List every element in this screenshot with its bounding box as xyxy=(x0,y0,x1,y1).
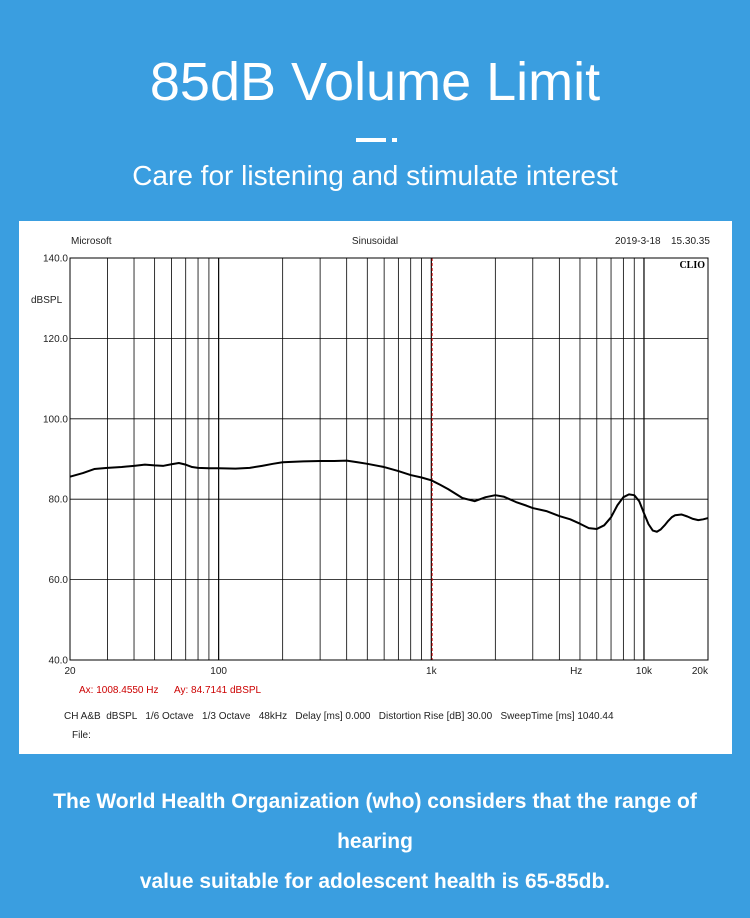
x-tick-label: 20 xyxy=(64,666,76,677)
y-tick-label: 120.0 xyxy=(43,334,68,345)
title-divider xyxy=(356,138,398,142)
x-tick-label: Hz xyxy=(570,666,582,677)
x-tick-labels: 20 100 1k Hz 10k 20k xyxy=(64,666,709,677)
grid-lines xyxy=(70,258,708,660)
x-tick-label: 1k xyxy=(426,666,438,677)
footer-line-1: The World Health Organization (who) cons… xyxy=(53,790,697,853)
chart-card: Microsoft Sinusoidal 2019-3-18 15.30.35 … xyxy=(19,221,732,754)
y-tick-labels: 140.0 120.0 100.0 80.0 60.0 40.0 xyxy=(43,254,68,667)
header-time: 15.30.35 xyxy=(671,236,710,247)
x-tick-label: 100 xyxy=(210,666,227,677)
footer-note: The World Health Organization (who) cons… xyxy=(20,782,730,902)
y-tick-label: 140.0 xyxy=(43,254,68,265)
header-date: 2019-3-18 xyxy=(615,236,661,247)
cursor-y-readout: Ay: 84.7141 dBSPL xyxy=(174,685,262,696)
y-axis-label: dBSPL xyxy=(31,295,63,306)
x-tick-label: 20k xyxy=(692,666,709,677)
footer-line-2: value suitable for adolescent health is … xyxy=(139,870,611,893)
file-label: File: xyxy=(72,730,91,741)
divider-long-segment xyxy=(356,138,386,142)
y-tick-label: 40.0 xyxy=(49,656,69,667)
frequency-response-chart: Microsoft Sinusoidal 2019-3-18 15.30.35 … xyxy=(31,236,710,741)
y-tick-label: 80.0 xyxy=(49,495,69,506)
page-title: 85dB Volume Limit xyxy=(149,52,601,112)
plot-border xyxy=(69,257,709,661)
y-tick-label: 100.0 xyxy=(43,414,68,425)
response-curve xyxy=(69,459,709,533)
divider-short-segment xyxy=(392,138,397,142)
cursor-x-readout: Ax: 1008.4550 Hz xyxy=(79,685,159,696)
settings-line: CH A&B dBSPL 1/6 Octave 1/3 Octave 48kHz… xyxy=(64,711,614,722)
brand-label: CLIO xyxy=(679,260,705,271)
header-left: Microsoft xyxy=(71,236,112,247)
x-tick-label: 10k xyxy=(636,666,653,677)
y-tick-label: 60.0 xyxy=(49,575,69,586)
plot-area xyxy=(70,258,708,660)
page-subtitle: Care for listening and stimulate interes… xyxy=(132,160,618,191)
header-center: Sinusoidal xyxy=(352,236,398,247)
